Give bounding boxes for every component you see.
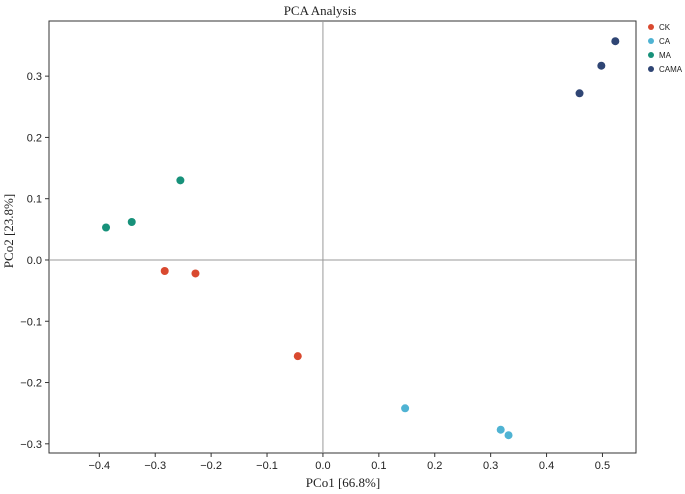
point-cama (597, 61, 606, 70)
y-tick-label: 0.0 (27, 255, 42, 267)
point-ck (160, 267, 169, 276)
y-tick-label: 0.1 (27, 194, 42, 206)
y-axis-label: PCo2 [23.8%] (1, 194, 16, 268)
legend-marker-cama (648, 66, 654, 72)
x-tick-label: 0.1 (371, 460, 386, 472)
legend-label-ck: CK (659, 23, 671, 32)
chart-title: PCA Analysis (284, 3, 357, 18)
x-axis-label: PCo1 [66.8%] (306, 475, 380, 490)
point-ca (496, 425, 505, 434)
legend-label-ma: MA (659, 51, 672, 60)
x-tick-label: 0.3 (483, 460, 498, 472)
point-cama (575, 89, 584, 98)
point-cama (611, 37, 620, 46)
point-ma (176, 176, 185, 185)
point-ck (191, 269, 200, 278)
y-tick-label: −0.1 (20, 316, 42, 328)
y-tick-label: 0.3 (27, 71, 42, 83)
point-ck (293, 352, 302, 361)
legend-marker-ca (648, 38, 654, 44)
y-axis: −0.3 −0.2 −0.1 0.0 0.1 0.2 0.3 (20, 71, 49, 451)
plot-frame (48, 20, 637, 454)
y-tick-label: −0.2 (20, 378, 42, 390)
x-tick-label: −0.3 (144, 460, 166, 472)
x-tick-label: 0.2 (427, 460, 442, 472)
y-tick-label: 0.2 (27, 132, 42, 144)
point-ma (102, 223, 111, 232)
legend-marker-ma (648, 52, 654, 58)
point-ca (401, 404, 410, 413)
legend-label-ca: CA (659, 37, 671, 46)
x-tick-label: −0.4 (88, 460, 110, 472)
x-axis: −0.4 −0.3 −0.2 −0.1 0.0 0.1 0.2 0.3 0.4 0.5 (88, 453, 610, 472)
x-tick-label: −0.2 (200, 460, 222, 472)
x-tick-label: 0.0 (315, 460, 330, 472)
x-tick-label: 0.5 (595, 460, 610, 472)
point-ca (504, 431, 513, 440)
legend-marker-ck (648, 24, 654, 30)
data-points (102, 37, 620, 440)
x-tick-label: 0.4 (539, 460, 554, 472)
legend-label-cama: CAMA (659, 65, 683, 74)
y-tick-label: −0.3 (20, 439, 42, 451)
reference-lines (49, 21, 636, 453)
point-ma (127, 217, 136, 226)
x-tick-label: −0.1 (256, 460, 278, 472)
